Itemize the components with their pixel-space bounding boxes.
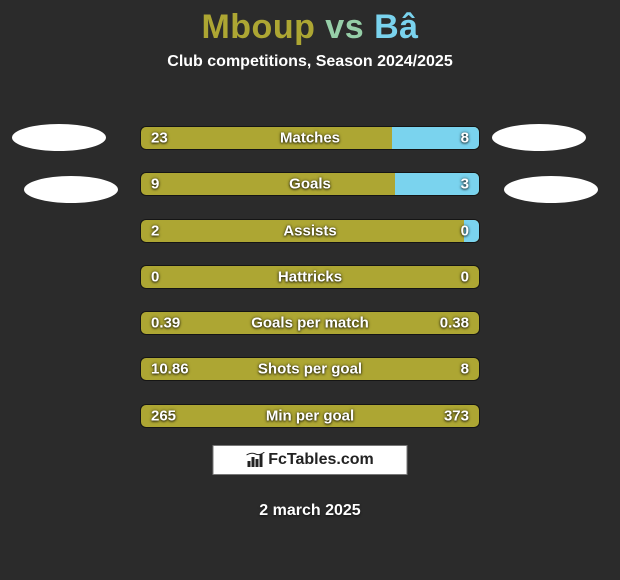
- stat-value-right: 8: [461, 361, 469, 378]
- bar-chart-icon: [246, 452, 264, 468]
- stat-label: Hattricks: [278, 268, 342, 285]
- subtitle: Club competitions, Season 2024/2025: [0, 53, 620, 71]
- stat-value-right: 0: [461, 222, 469, 239]
- player-right-name: Bâ: [374, 8, 418, 46]
- stat-value-left: 23: [151, 130, 168, 147]
- stat-label: Min per goal: [266, 407, 354, 424]
- stat-value-right: 3: [461, 176, 469, 193]
- stat-rows: 23 Matches 8 9 Goals 3 2 Assists 0 0 Hattricks 0 0.3…: [140, 126, 480, 450]
- stat-row: 23 Matches 8: [140, 126, 480, 150]
- stat-value-right: 373: [444, 407, 469, 424]
- stat-label: Goals per match: [251, 315, 369, 332]
- stat-row: 265 Min per goal 373: [140, 404, 480, 428]
- player-badge-ellipse: [492, 124, 586, 151]
- stat-value-left: 10.86: [151, 361, 189, 378]
- stat-value-right: 0: [461, 268, 469, 285]
- player-left-name: Mboup: [201, 8, 315, 46]
- stat-label: Goals: [289, 176, 331, 193]
- stat-value-left: 9: [151, 176, 159, 193]
- player-badge-ellipse: [12, 124, 106, 151]
- stat-row: 0.39 Goals per match 0.38: [140, 311, 480, 335]
- stat-row: 2 Assists 0: [140, 219, 480, 243]
- watermark-text: FcTables.com: [268, 451, 374, 469]
- date-text: 2 march 2025: [0, 502, 620, 520]
- stat-row: 0 Hattricks 0: [140, 265, 480, 289]
- comparison-title: Mboup vs Bâ: [0, 0, 620, 47]
- stat-row: 10.86 Shots per goal 8: [140, 357, 480, 381]
- stat-value-left: 0: [151, 268, 159, 285]
- stat-value-left: 0.39: [151, 315, 180, 332]
- stat-label: Shots per goal: [258, 361, 362, 378]
- stat-value-left: 2: [151, 222, 159, 239]
- player-badge-ellipse: [504, 176, 598, 203]
- stat-value-left: 265: [151, 407, 176, 424]
- watermark: FcTables.com: [213, 445, 408, 475]
- stat-value-right: 8: [461, 130, 469, 147]
- stat-label: Matches: [280, 130, 340, 147]
- stat-label: Assists: [283, 222, 336, 239]
- player-badge-ellipse: [24, 176, 118, 203]
- stat-row: 9 Goals 3: [140, 172, 480, 196]
- vs-text: vs: [315, 8, 374, 46]
- stat-value-right: 0.38: [440, 315, 469, 332]
